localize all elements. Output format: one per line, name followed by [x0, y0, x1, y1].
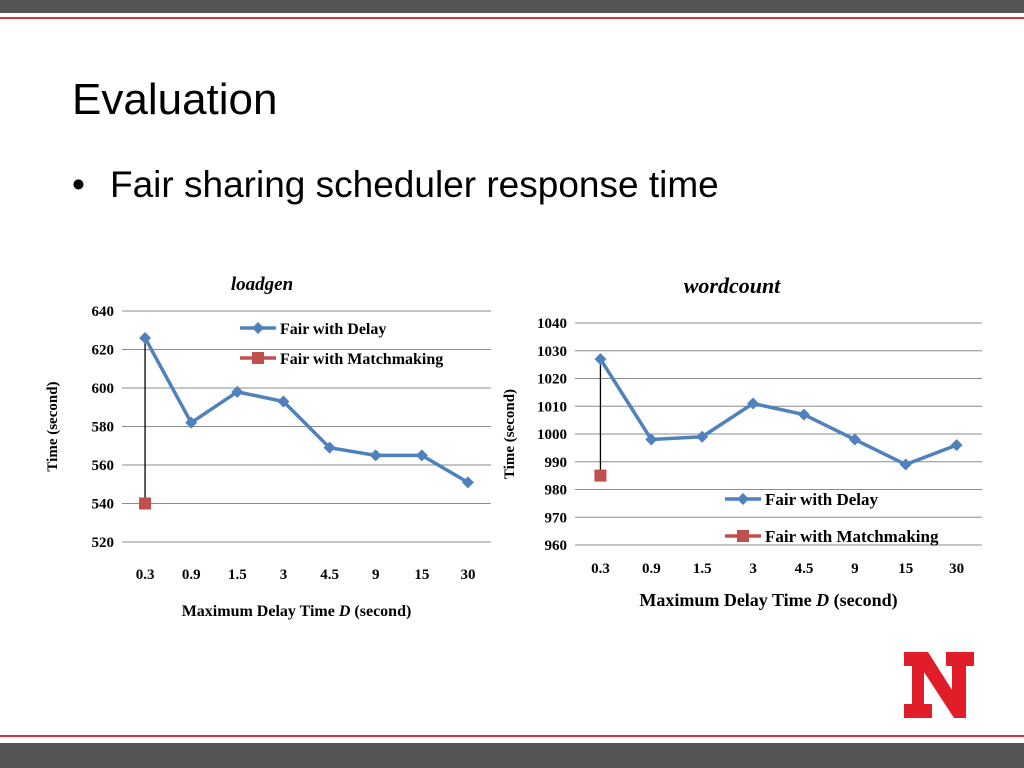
logo-shape: [904, 652, 974, 718]
loadgen-y-tick-label: 620: [92, 343, 115, 359]
wordcount-x-tick-label: 1.5: [693, 561, 712, 577]
loadgen-title: loadgen: [231, 274, 293, 295]
wordcount-point-fair-with-delay: [950, 439, 963, 452]
loadgen-legend-marker-fair-with-matchmaking: [252, 352, 264, 364]
wordcount-y-axis-label: Time (second): [502, 389, 518, 479]
bullet-marker: •: [72, 164, 85, 205]
loadgen-x-tick-label: 4.5: [320, 567, 339, 583]
wordcount-legend-label-fair-with-delay: Fair with Delay: [765, 490, 879, 509]
loadgen-point-fair-with-delay: [415, 449, 428, 462]
bottom-accent-line: [0, 735, 1024, 737]
loadgen-legend-label-fair-with-delay: Fair with Delay: [280, 321, 386, 338]
wordcount-series-line-fair-with-delay: [598, 358, 958, 467]
wordcount-x-tick-label: 9: [851, 561, 859, 577]
loadgen-chart: 520 540 560 580 600 620 640 0.3 0.9 1.5 3 4.5 9 15 30 l…: [45, 274, 491, 620]
wordcount-y-tick-label: 1040: [537, 316, 567, 332]
wordcount-point-fair-with-delay: [899, 458, 912, 471]
loadgen-series-line-fair-with-delay: [143, 337, 469, 484]
loadgen-y-tick-label: 640: [92, 304, 115, 320]
wordcount-y-tick-label: 960: [545, 538, 568, 554]
wordcount-legend-marker-fair-with-delay: [737, 493, 749, 505]
wordcount-y-tick-label: 1020: [537, 372, 567, 388]
wordcount-y-tick-label: 1000: [537, 427, 567, 443]
wordcount-x-tick-label: 0.3: [591, 561, 610, 577]
top-accent-line: [0, 17, 1024, 19]
wordcount-x-axis-label: Maximum Delay Time D (second): [639, 590, 897, 611]
loadgen-y-tick-label: 580: [92, 420, 115, 436]
wordcount-point-fair-with-delay: [594, 353, 607, 366]
loadgen-x-tick-label: 0.9: [182, 567, 201, 583]
loadgen-x-tick-label: 15: [414, 567, 429, 583]
wordcount-chart: 960 970 980 990 1000 1010 1020 1030 1040 0.3 0.9 1.…: [502, 273, 982, 611]
wordcount-point-fair-with-delay: [696, 430, 709, 443]
loadgen-point-fair-with-delay: [369, 449, 382, 462]
loadgen-y-tick-label: 600: [92, 381, 115, 397]
wordcount-x-tick-label: 15: [898, 561, 913, 577]
loadgen-x-tick-label: 0.3: [136, 567, 155, 583]
wordcount-point-fair-with-matchmaking: [594, 469, 607, 482]
bottom-bar: [0, 743, 1024, 768]
bullet-item: • Fair sharing scheduler response time: [72, 166, 719, 203]
wordcount-point-fair-with-delay: [797, 408, 810, 421]
wordcount-y-tick-label: 1010: [537, 399, 567, 415]
university-n-logo-icon: [904, 652, 974, 718]
loadgen-point-fair-with-delay: [185, 416, 198, 429]
loadgen-x-tick-label: 3: [280, 567, 288, 583]
loadgen-x-tick-label: 30: [460, 567, 475, 583]
loadgen-point-fair-with-delay: [323, 441, 336, 454]
wordcount-x-tick-label: 0.9: [642, 561, 661, 577]
loadgen-legend-label-fair-with-matchmaking: Fair with Matchmaking: [280, 351, 443, 368]
wordcount-y-tick-label: 1030: [537, 344, 567, 360]
loadgen-point-fair-with-delay: [277, 395, 290, 408]
wordcount-point-fair-with-delay: [848, 433, 861, 446]
loadgen-x-tick-label: 9: [372, 567, 380, 583]
loadgen-x-axis-label: Maximum Delay Time D (second): [182, 603, 412, 620]
wordcount-y-tick-label: 970: [545, 510, 568, 526]
wordcount-point-fair-with-delay: [645, 433, 658, 446]
loadgen-x-tick-label: 1.5: [228, 567, 247, 583]
wordcount-x-tick-label: 4.5: [795, 561, 814, 577]
wordcount-y-tick-label: 980: [545, 483, 568, 499]
loadgen-point-fair-with-delay: [139, 331, 152, 344]
loadgen-y-tick-label: 540: [92, 497, 115, 513]
bullet-text: Fair sharing scheduler response time: [110, 164, 719, 205]
loadgen-point-fair-with-delay: [231, 385, 244, 398]
loadgen-point-fair-with-matchmaking: [139, 497, 152, 510]
wordcount-legend-marker-fair-with-matchmaking: [737, 530, 749, 542]
loadgen-y-axis-label: Time (second): [45, 381, 61, 471]
wordcount-title: wordcount: [684, 273, 781, 298]
slide-title: Evaluation: [72, 75, 278, 124]
loadgen-y-tick-label: 560: [92, 458, 115, 474]
wordcount-legend-label-fair-with-matchmaking: Fair with Matchmaking: [765, 527, 939, 546]
top-bar: [0, 0, 1024, 13]
wordcount-x-tick-label: 30: [949, 561, 964, 577]
wordcount-y-tick-label: 990: [545, 455, 568, 471]
loadgen-legend-marker-fair-with-delay: [252, 322, 264, 334]
loadgen-point-fair-with-delay: [461, 476, 474, 489]
wordcount-x-tick-label: 3: [749, 561, 757, 577]
wordcount-point-fair-with-delay: [747, 397, 760, 410]
loadgen-y-tick-label: 520: [92, 535, 115, 551]
